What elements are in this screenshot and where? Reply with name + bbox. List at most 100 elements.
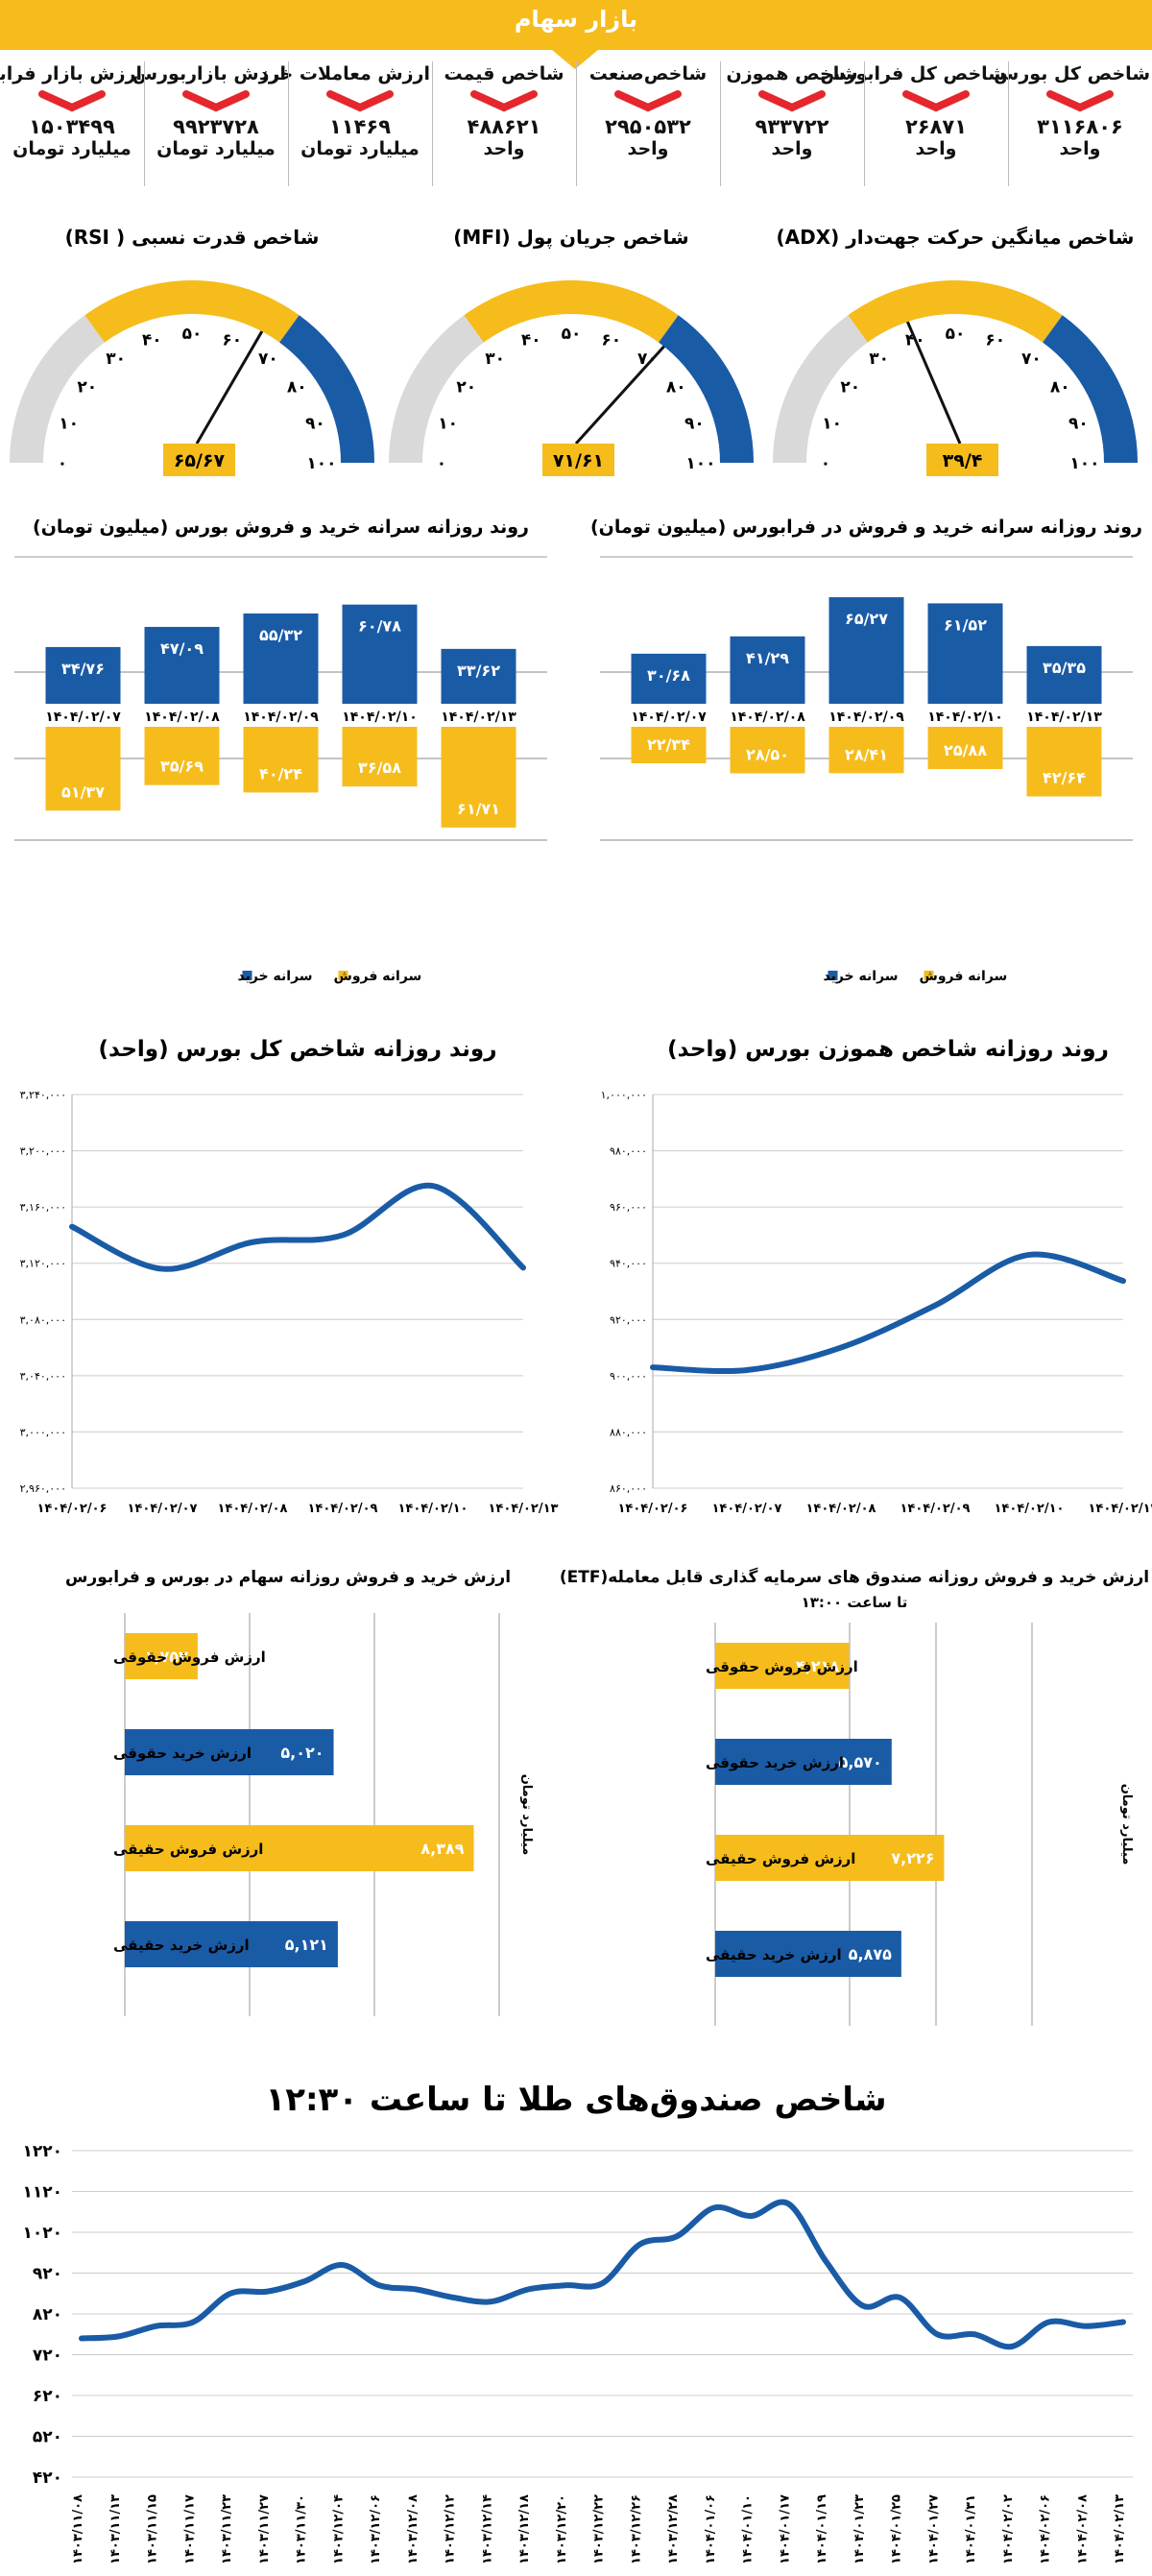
gold-fund-panel: شاخص صندوق‌های طلا تا ساعت ۱۲:۳۰ ۴۲۰ ۵۲۰ ۶۲… [22, 2081, 1133, 2564]
gauge-value: ۷۱/۶۱ [553, 450, 604, 471]
sell-bar-label: ۴۲/۶۴ [1043, 768, 1086, 786]
x-tick-label: ۱۴۰۴/۰۲/۰۸ [806, 1502, 876, 1516]
indicator-unit: میلیارد تومان [12, 138, 132, 159]
gauge-tick-label: ۰ [58, 454, 67, 473]
gauge-tick-label: ۳۰ [869, 349, 889, 369]
trade-bar-category: ارزش فروش حقوقی [706, 1658, 858, 1675]
indicator-divider [144, 61, 145, 186]
trade-bar-value: ۱,۷۵۲ [145, 1648, 188, 1666]
x-tick-label: ۱۴۰۴/۰۲/۱۰ [995, 1502, 1065, 1516]
x-tick-label: ۱۴۰۴/۰۱/۲۷ [926, 2494, 941, 2564]
gauge-needle [195, 318, 271, 445]
buy-bar-label: ۳۰/۶۸ [647, 666, 690, 685]
gauge-tick-label: ۵۰ [182, 325, 203, 344]
y-tick-label: ۳,۱۲۰,۰۰۰ [20, 1258, 66, 1270]
gauge-band-high [1043, 315, 1138, 463]
down-chevron-icon [902, 90, 970, 112]
indicator-value: ۳۱۱۶۸۰۶ [1037, 115, 1123, 138]
x-tick-label: ۱۴۰۳/۱۲/۲۰ [555, 2494, 569, 2564]
gauge-tick-label: ۶۰ [985, 331, 1005, 350]
gauge-tick-label: ۸۰ [1050, 378, 1070, 397]
x-tick-label: ۱۴۰۴/۰۱/۲۵ [890, 2494, 904, 2564]
gauge-band-high [659, 315, 754, 463]
sell-bar-label: ۲۸/۵۰ [746, 745, 789, 763]
sell-bar [144, 727, 220, 785]
trade-bar-category: ارزش خرید حقوقی [706, 1754, 844, 1771]
x-tick-label: ۱۴۰۳/۱۲/۰۴ [331, 2494, 346, 2564]
indicator-label: شاخص قیمت [444, 63, 564, 84]
indicator-divider [864, 61, 865, 186]
x-tick-label: ۱۴۰۴/۰۲/۰۸ [218, 1502, 288, 1516]
gauge-2: شاخص قدرت نسبی ( RSI) ۰ ۱۰ ۲۰ ۳۰ ۴۰ ۵۰ ۶۰ ۷۰ ۸۰ ۹۰… [58, 226, 337, 476]
indicator-4: شاخص قیمت ۴۸۸۶۲۱ واحد [434, 58, 574, 192]
category-label: ۱۴۰۴/۰۲/۱۰ [927, 710, 1003, 725]
hbar-chart-1: ارزش خرید و فروش روزانه سهام در بورس و ف… [65, 1568, 534, 2016]
y-tick-label: ۹۸۰,۰۰۰ [610, 1145, 647, 1158]
sell-bar [45, 727, 121, 811]
y-tick-label: ۹۲۰ [33, 2265, 62, 2284]
sell-bar [927, 727, 1003, 769]
x-tick-label: ۱۴۰۴/۰۲/۰۲ [1001, 2494, 1016, 2564]
trade-bar [125, 1633, 198, 1679]
trade-bar [715, 1739, 892, 1785]
category-label: ۱۴۰۴/۰۲/۰۸ [144, 710, 220, 725]
x-tick-label: ۱۴۰۴/۰۲/۱۳ [1089, 1502, 1152, 1516]
gauge-tick-label: ۷۰ [1021, 349, 1042, 369]
buy-bar [631, 653, 707, 704]
trade-bar-value: ۵,۸۷۵ [849, 1945, 892, 1963]
legend-sell: سرانه فروش [334, 969, 422, 984]
trade-bar-value: ۴,۲۱۸ [796, 1657, 839, 1675]
gauge-tick-label: ۱۰۰ [685, 454, 715, 473]
down-chevron-icon [470, 90, 538, 112]
indicator-divider [432, 61, 433, 186]
gauge-tick-label: ۱۰ [59, 414, 79, 433]
unit-label: میلیارد تومان [519, 1774, 534, 1856]
x-tick-label: ۱۴۰۳/۱۱/۳۰ [295, 2494, 309, 2564]
per-capita-bar-panel: روند روزانه سرانه خرید و فروش در فرابورس… [14, 517, 1142, 984]
indicator-unit: واحد [771, 138, 813, 159]
buy-bar-label: ۳۴/۷۶ [61, 660, 105, 678]
indicator-value: ۹۳۳۷۲۲ [755, 115, 829, 138]
gauge-tick-label: ۲۰ [840, 378, 860, 397]
legend-swatch-sell [338, 971, 348, 980]
legend-swatch-sell [924, 971, 934, 980]
x-tick-label: ۱۴۰۴/۰۱/۲۳ [852, 2494, 867, 2564]
y-tick-label: ۹۴۰,۰۰۰ [610, 1258, 647, 1270]
gauge-tick-label: ۱۰۰ [306, 454, 336, 473]
trade-bar-category: ارزش فروش حقیقی [113, 1841, 263, 1858]
category-label: ۱۴۰۴/۰۲/۱۰ [342, 710, 418, 725]
gauge-panel: شاخص میانگین حرکت جهت‌دار (ADX) ۰ ۱۰ ۲۰ ۳۰ ۴۰… [10, 226, 1138, 476]
gauge-tick-label: ۷۰ [637, 349, 658, 369]
y-tick-label: ۳,۰۸۰,۰۰۰ [20, 1313, 66, 1326]
chart-title: ارزش خرید و فروش روزانه سهام در بورس و ف… [65, 1568, 511, 1587]
down-chevron-icon [326, 90, 394, 112]
x-tick-label: ۱۴۰۳/۱۱/۱۳ [108, 2494, 123, 2564]
y-tick-label: ۶۲۰ [33, 2387, 62, 2406]
x-tick-label: ۱۴۰۴/۰۲/۰۷ [128, 1502, 198, 1516]
sell-bar-label: ۲۵/۸۸ [944, 741, 987, 759]
gauge-tick-label: ۰ [821, 454, 830, 473]
gauge-tick-label: ۴۰ [142, 331, 162, 350]
gauge-tick-label: ۵۰ [946, 325, 966, 344]
indicator-label: ارزش معاملات خرد [258, 63, 430, 84]
buy-bar [144, 626, 220, 704]
gauge-band-low [10, 315, 105, 463]
y-tick-label: ۱,۰۰۰,۰۰۰ [601, 1089, 647, 1101]
x-tick-label: ۱۴۰۴/۰۲/۰۹ [900, 1502, 971, 1516]
x-tick-label: ۱۴۰۳/۱۲/۱۴ [480, 2494, 494, 2564]
indicator-unit: واحد [1059, 138, 1101, 159]
buy-bar [441, 648, 516, 704]
y-tick-label: ۳,۲۴۰,۰۰۰ [20, 1089, 66, 1101]
gauge-title: شاخص جریان پول (MFI) [453, 226, 688, 250]
x-tick-label: ۱۴۰۳/۱۲/۱۲ [444, 2494, 458, 2564]
x-tick-label: ۱۴۰۳/۱۱/۱۷ [182, 2494, 197, 2564]
chart-subtitle: تا ساعت ۱۳:۰۰ [802, 1594, 908, 1611]
sell-bar-label: ۲۲/۳۴ [647, 735, 690, 754]
gauge-tick-label: ۱۰ [438, 414, 458, 433]
sell-bar [342, 727, 418, 787]
indicator-label: شاخص هموزن [726, 63, 858, 84]
header-pointer [552, 50, 598, 69]
buy-bar [927, 603, 1003, 704]
x-tick-label: ۱۴۰۳/۱۱/۱۵ [146, 2494, 160, 2564]
index-line-panel: روند روزانه شاخص هموزن بورس (واحد) ۸۶۰,۰۰… [20, 1037, 1152, 1516]
